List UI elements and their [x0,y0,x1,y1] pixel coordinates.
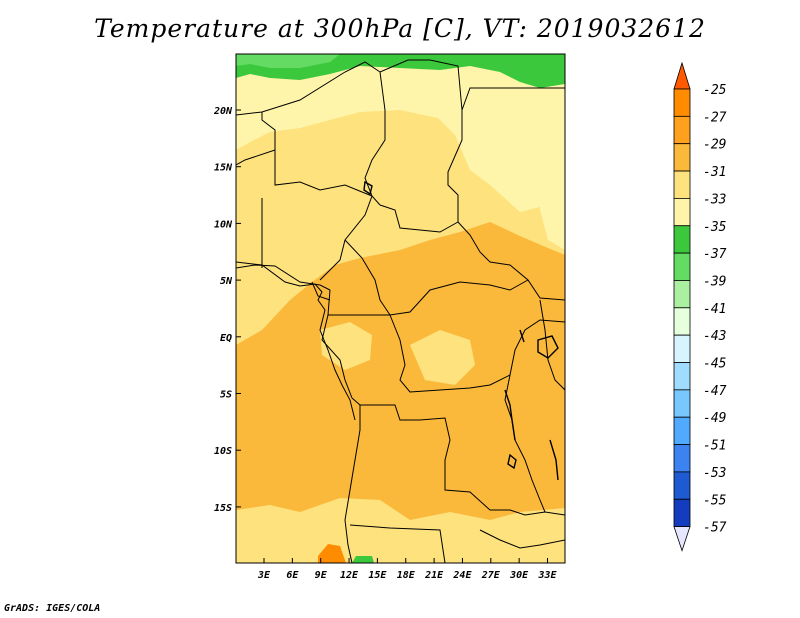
border-path [344,239,529,316]
colorbar-swatch [673,88,691,117]
colorbar-swatch [673,389,691,418]
zone-pocket-south [236,498,565,563]
lake-mweru [507,453,517,470]
lat-tick-label: 10N [214,219,233,230]
border-path [274,150,373,197]
zone-green-south [352,556,374,563]
grads-credit: GrADS: IGES/COLA [4,603,101,614]
lat-tick-label: 15S [214,503,232,514]
country-borders [236,59,565,563]
colorbar-swatch [673,225,691,254]
colorbar-swatch [673,416,691,445]
border-path [236,264,331,291]
border-path [311,281,331,301]
border-path [539,299,565,391]
colorbar-top-triangle [673,61,691,90]
colorbar-swatch [673,307,691,336]
border-path [236,112,276,166]
lat-tick-label: 15N [214,163,233,174]
lat-tick-label: EQ [220,333,232,344]
colorbar-bottom-triangle [673,526,691,552]
border-path [389,314,565,393]
zone-pale-east [540,140,565,250]
lake-victoria [537,335,559,359]
zone-lightgreen-north [236,54,340,68]
colorbar-label: -27 [703,110,727,125]
map-title: Temperature at 300hPa [C], VT: 201903261… [94,14,706,43]
colorbar-swatch [673,115,691,145]
border-path [379,204,459,233]
border-path [379,59,565,111]
colorbar-swatch [673,280,691,309]
colorbar-label: -31 [703,165,726,180]
border-path [321,314,353,399]
lake-tanganyika [504,389,516,441]
lon-tick-label: 6E [286,570,299,581]
colorbar-label: -57 [703,521,727,536]
lon-tick-label: 15E [368,570,387,581]
colorbar-label: -33 [703,192,726,207]
lat-tick-label: 20N [213,106,233,117]
colorbar-swatch [673,498,691,528]
lake-chad [363,180,373,196]
lon-tick-label: 9E [315,570,328,581]
border-path [504,374,546,513]
colorbar: -25 -27 -29 -31 -33 -35 -37 -39 -41 -43 -45 -47 -49 -… [673,61,727,552]
lon-tick-label: 27E [481,570,501,581]
lon-tick-label: 21E [424,570,444,581]
zone-pocket-congo [410,330,475,385]
lon-tick-label: 33E [537,570,557,581]
colorbar-swatch [673,362,691,391]
border-path [479,529,565,549]
map-axes: 20N 15N 10N 5N EQ 5S 10S 15S 3E 6E 9E 12E 15E 18E 21E 2… [213,106,558,581]
colorbar-label: -43 [703,329,726,344]
temperature-field [236,54,565,563]
colorbar-label: -35 [703,220,727,235]
colorbar-label: -49 [703,411,726,426]
map-frame [235,53,566,564]
border-path [344,405,361,563]
lat-tick-label: 5N [220,276,233,287]
colorbar-swatch [673,444,691,473]
colorbar-swatch [673,170,691,199]
colorbar-label: -37 [703,247,727,262]
lon-tick-label: 18E [397,570,416,581]
zone-pocket-gabon [320,322,372,370]
lon-tick-label: 12E [340,570,359,581]
lon-tick-label: 3E [257,570,271,581]
colorbar-label: -25 [703,83,727,98]
colorbar-label: -55 [703,493,727,508]
border-path [236,61,381,116]
lat-tick-label: 10S [214,446,232,457]
colorbar-label: -39 [703,274,726,289]
lake-albert [519,329,525,343]
colorbar-swatch [673,471,691,500]
border-path [327,289,390,316]
colorbar-label: -51 [703,439,726,454]
colorbar-label: -45 [703,357,727,372]
lake-malawi [549,439,559,481]
colorbar-label: -29 [703,138,726,153]
colorbar-swatch [673,334,691,363]
border-path [351,397,565,516]
gulf-coastline [236,261,356,421]
colorbar-label: -41 [703,302,726,317]
colorbar-label: -47 [703,384,727,399]
colorbar-swatch [673,252,691,281]
lon-tick-label: 30E [509,570,529,581]
lat-tick-label: 5S [220,390,232,401]
zone-pale-north [236,54,565,215]
border-path [349,524,446,563]
zone-orange-central [236,222,565,563]
zone-dark-orange [318,544,346,563]
colorbar-swatch [673,143,691,172]
lon-tick-label: 24E [452,570,472,581]
zone-pocket-west [236,262,300,330]
colorbar-label: -53 [703,466,726,481]
lake-outlines [363,180,559,481]
colorbar-swatch [673,197,691,227]
